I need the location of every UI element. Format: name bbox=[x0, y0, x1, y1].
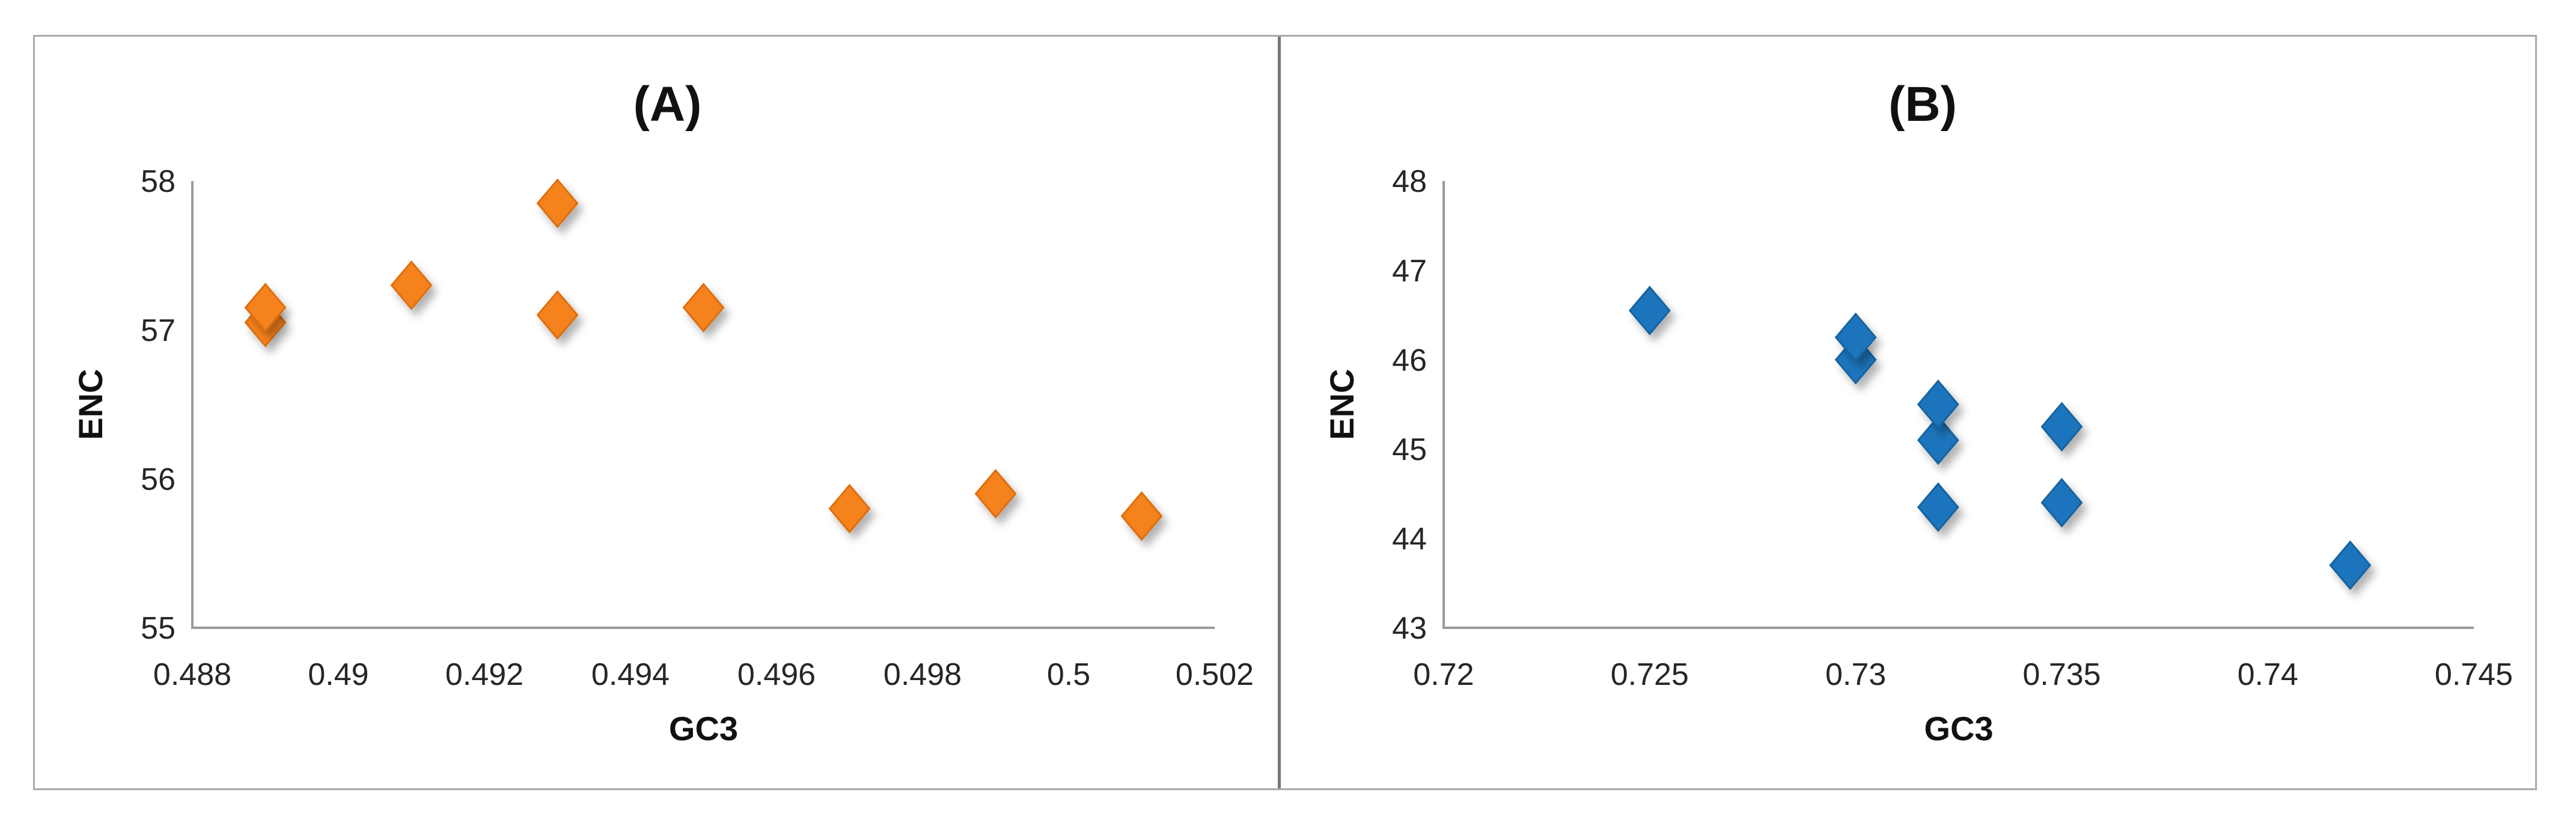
y-tick-label: 56 bbox=[141, 462, 175, 497]
data-point-diamond bbox=[974, 468, 1017, 519]
x-tick-label: 0.725 bbox=[1611, 657, 1689, 692]
x-tick-label: 0.73 bbox=[1825, 657, 1886, 692]
figure-frame: (A) 58 57 56 55 0.488 0.49 0.492 0.494 0.496 0.498… bbox=[33, 35, 2537, 790]
panel-divider bbox=[1278, 37, 1281, 788]
y-tick-label: 47 bbox=[1392, 254, 1427, 289]
data-point-diamond bbox=[1120, 491, 1163, 541]
y-tick-label: 44 bbox=[1392, 522, 1427, 557]
x-tick-label: 0.488 bbox=[153, 657, 231, 692]
data-point-diamond bbox=[1917, 379, 1959, 429]
y-tick-label: 57 bbox=[141, 313, 175, 348]
x-tick-label: 0.74 bbox=[2238, 657, 2298, 692]
x-tick-label: 0.502 bbox=[1176, 657, 1254, 692]
x-tick-label: 0.492 bbox=[445, 657, 523, 692]
x-tick-label: 0.494 bbox=[591, 657, 670, 692]
panel-title: (A) bbox=[633, 77, 702, 132]
x-tick-label: 0.496 bbox=[737, 657, 816, 692]
x-tick-label: 0.5 bbox=[1047, 657, 1090, 692]
x-tick-label: 0.498 bbox=[884, 657, 962, 692]
y-tick-label: 48 bbox=[1392, 164, 1427, 199]
data-point-diamond bbox=[536, 178, 579, 229]
data-point-diamond bbox=[390, 260, 433, 310]
data-point-diamond bbox=[2040, 477, 2083, 528]
x-tick-label: 0.49 bbox=[308, 657, 368, 692]
y-tick-label: 45 bbox=[1392, 432, 1427, 467]
y-tick-label: 43 bbox=[1392, 611, 1427, 646]
y-tick-label: 55 bbox=[141, 611, 175, 646]
data-point-diamond bbox=[1917, 482, 1959, 532]
data-point-diamond bbox=[1917, 415, 1959, 465]
data-point-diamond bbox=[536, 290, 579, 340]
x-axis-title: GC3 bbox=[1924, 710, 1993, 747]
y-axis-title: ENC bbox=[1323, 369, 1361, 440]
y-axis-title: ENC bbox=[72, 369, 109, 440]
data-point-diamond bbox=[682, 283, 725, 333]
data-point-diamond bbox=[828, 483, 871, 534]
x-tick-label: 0.745 bbox=[2435, 657, 2513, 692]
y-tick-label: 46 bbox=[1392, 343, 1427, 378]
data-point-diamond bbox=[1834, 312, 1877, 363]
x-tick-label: 0.735 bbox=[2022, 657, 2101, 692]
data-point-diamond bbox=[1628, 286, 1671, 336]
chart-panel-a: (A) 58 57 56 55 0.488 0.49 0.492 0.494 0.496 0.498… bbox=[72, 77, 1254, 747]
x-axis-title: GC3 bbox=[669, 710, 738, 747]
data-point-diamond bbox=[2040, 402, 2083, 452]
x-tick-label: 0.72 bbox=[1413, 657, 1474, 692]
chart-panel-b: (B) 48 47 46 45 44 43 0.72 0.725 0.73 0.735 0.74 0.7… bbox=[1323, 77, 2513, 747]
panel-title: (B) bbox=[1888, 77, 1957, 132]
data-point-diamond bbox=[244, 283, 287, 333]
data-point-diamond bbox=[2329, 540, 2372, 590]
y-tick-label: 58 bbox=[141, 164, 175, 199]
